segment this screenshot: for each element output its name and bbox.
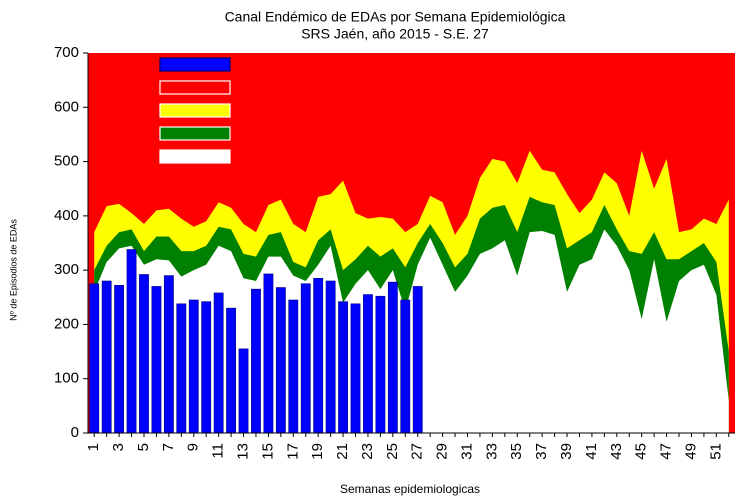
- bar: [263, 273, 274, 434]
- bar: [176, 303, 187, 434]
- legend-label: ZONA ALARMA: [236, 105, 316, 117]
- x-tick-label: 5: [135, 443, 152, 451]
- bar: [288, 299, 299, 434]
- bar: [325, 280, 336, 434]
- bar: [163, 275, 174, 434]
- x-tick-label: 19: [309, 443, 326, 460]
- bar: [251, 288, 261, 434]
- bar: [275, 287, 286, 434]
- legend-swatch: [159, 149, 231, 164]
- bar: [350, 303, 361, 434]
- x-tick-label: 37: [533, 443, 550, 460]
- x-tick-label: 39: [558, 443, 575, 460]
- chart-subtitle: SRS Jaén, año 2015 - S.E. 27: [301, 26, 489, 42]
- x-tick-label: 11: [210, 443, 227, 459]
- x-tick-label: 1: [85, 443, 102, 451]
- bar: [338, 301, 348, 434]
- y-tick-label: 100: [54, 370, 79, 387]
- x-tick-label: 43: [608, 443, 625, 460]
- x-tick-label: 13: [234, 443, 251, 460]
- bar: [300, 283, 311, 434]
- legend-swatch: [159, 80, 231, 95]
- y-tick-label: 700: [54, 44, 79, 61]
- x-tick-label: 15: [259, 443, 276, 460]
- x-tick-label: 23: [359, 443, 376, 460]
- bar: [188, 299, 199, 434]
- bar: [226, 307, 236, 434]
- bar: [89, 283, 100, 434]
- x-tick-label: 45: [633, 443, 650, 460]
- x-tick-label: 27: [409, 443, 426, 460]
- bar: [114, 285, 125, 434]
- x-tick-label: 29: [434, 443, 451, 460]
- x-axis-label: Semanas epidemiologicas: [340, 482, 480, 496]
- x-tick-label: 35: [508, 443, 525, 460]
- bar: [412, 286, 423, 434]
- y-axis-label: Nº de Episodios de EDAs: [8, 219, 18, 321]
- bar: [400, 299, 411, 434]
- x-tick-label: 7: [160, 443, 177, 451]
- y-tick-label: 600: [54, 98, 79, 115]
- y-tick-label: 400: [54, 207, 79, 224]
- y-tick-label: 300: [54, 261, 79, 278]
- legend-label: ZONA EXITO: [236, 151, 302, 163]
- x-tick-label: 17: [284, 443, 301, 460]
- bar: [387, 281, 398, 434]
- bar: [363, 294, 373, 434]
- legend-label: ZONA EPIDEMIA: [236, 82, 321, 94]
- x-tick-label: 21: [334, 443, 351, 460]
- bar: [213, 292, 224, 434]
- bar: [238, 348, 249, 434]
- legend-label: ZONA SEGURIDAD: [236, 128, 332, 140]
- x-tick-label: 41: [583, 443, 600, 460]
- bar: [101, 280, 112, 434]
- bar: [375, 295, 386, 434]
- x-tick-label: 47: [658, 443, 675, 460]
- bar: [139, 274, 149, 434]
- bar: [126, 249, 137, 434]
- x-tick-label: 25: [384, 443, 401, 460]
- x-tick-label: 9: [185, 443, 202, 451]
- y-tick-label: 0: [71, 424, 79, 441]
- y-tick-label: 200: [54, 315, 79, 332]
- x-tick-label: 31: [458, 443, 475, 460]
- legend-label: CASOS: [236, 59, 271, 71]
- x-tick-label: 33: [483, 443, 500, 460]
- bar: [313, 277, 324, 434]
- chart-title: Canal Endémico de EDAs por Semana Epidem…: [225, 9, 566, 25]
- x-tick-label: 51: [707, 443, 724, 460]
- bar: [201, 301, 212, 434]
- legend-swatch: [159, 126, 231, 141]
- y-tick-label: 500: [54, 153, 79, 170]
- x-tick-label: 3: [110, 443, 127, 451]
- bar: [151, 286, 162, 434]
- legend-swatch: [159, 57, 231, 72]
- legend-swatch: [159, 103, 231, 118]
- x-tick-label: 49: [682, 443, 699, 460]
